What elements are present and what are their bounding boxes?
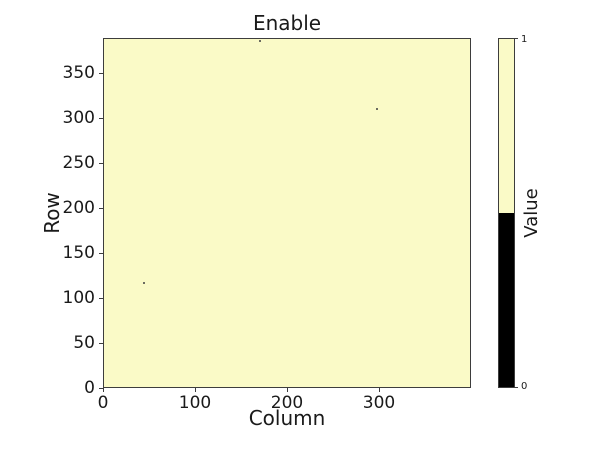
y-tick-mark xyxy=(99,343,103,344)
y-tick-mark xyxy=(99,163,103,165)
y-tick-mark xyxy=(99,388,103,389)
y-tick-label: 150 xyxy=(62,243,95,264)
x-axis-label: Column xyxy=(248,406,326,430)
y-tick-mark xyxy=(99,73,103,75)
colorbar-tick-label-low: 0 xyxy=(521,381,528,392)
x-tick-label: 100 xyxy=(178,393,212,413)
x-tick-label: 200 xyxy=(270,393,304,413)
colorbar-tick-mark-low xyxy=(515,387,518,388)
y-tick-label: 200 xyxy=(62,198,95,219)
colorbar-label: Value xyxy=(521,188,542,238)
y-tick-label: 0 xyxy=(84,378,95,398)
y-tick-label: 250 xyxy=(62,153,95,174)
y-tick-mark xyxy=(99,253,103,255)
y-tick-mark xyxy=(99,118,103,120)
heatmap-plot-area xyxy=(103,38,471,388)
colorbar xyxy=(498,38,515,388)
x-tick-mark xyxy=(287,388,288,392)
colorbar-segment-value-0 xyxy=(499,213,514,387)
y-tick-label: 100 xyxy=(62,288,95,309)
zero-value-cell xyxy=(376,108,379,111)
x-tick-mark xyxy=(195,388,196,392)
x-tick-mark xyxy=(103,388,104,392)
x-tick-mark xyxy=(379,388,380,392)
colorbar-tick-label-high: 1 xyxy=(521,34,528,45)
colorbar-tick-mark-high xyxy=(515,38,518,39)
y-tick-mark xyxy=(99,208,103,210)
x-tick-label: 300 xyxy=(362,393,396,413)
colorbar-segment-value-1 xyxy=(499,39,514,213)
y-axis-label: Row xyxy=(40,192,64,234)
zero-value-cell xyxy=(259,39,262,42)
y-tick-label: 50 xyxy=(73,333,95,353)
y-tick-mark xyxy=(99,298,103,300)
zero-value-cell xyxy=(166,387,168,388)
x-tick-label: 0 xyxy=(97,393,109,413)
chart-title: Enable xyxy=(252,11,322,35)
y-tick-label: 350 xyxy=(62,63,95,84)
zero-value-cell xyxy=(143,281,146,284)
y-tick-label: 300 xyxy=(62,108,95,129)
